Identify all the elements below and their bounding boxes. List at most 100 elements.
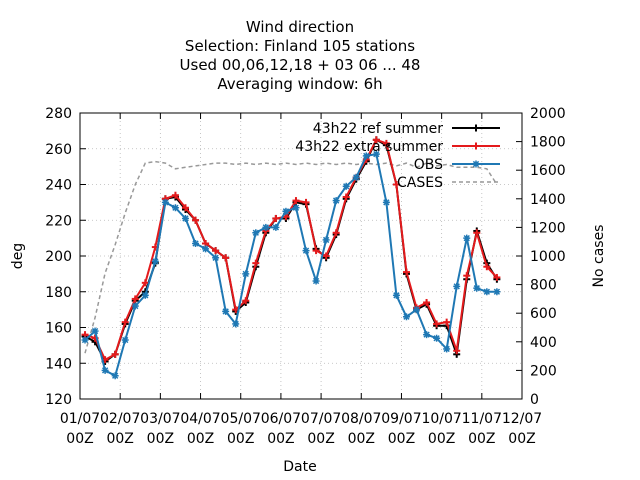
title-line-1: Wind direction (246, 18, 354, 36)
data-point (342, 182, 350, 190)
y2-tick-label: 400 (530, 335, 557, 351)
data-point (302, 247, 310, 255)
data-point (192, 239, 200, 247)
y-tick-label: 160 (45, 321, 72, 337)
data-point (262, 223, 270, 231)
title-line-2: Selection: Finland 105 stations (185, 37, 415, 55)
data-point (382, 198, 390, 206)
data-point (131, 302, 139, 310)
y-tick-label: 180 (45, 285, 72, 301)
x-tick-label-hour: 00Z (227, 431, 254, 447)
series-1 (81, 136, 501, 364)
data-point (472, 160, 480, 168)
data-point (292, 204, 300, 212)
data-point (332, 197, 340, 205)
series-group (81, 136, 501, 380)
y2-tick-label: 1000 (530, 249, 566, 265)
x-tick-label-date: 01/07 (60, 411, 100, 427)
legend-label: 43h22 extra summer (295, 139, 443, 155)
y2-tick-label: 0 (530, 392, 539, 408)
x-tick-label-hour: 00Z (468, 431, 495, 447)
data-point (161, 198, 169, 206)
data-point (372, 150, 380, 158)
data-point (151, 257, 159, 265)
series-2 (81, 150, 501, 380)
x-tick-label-date: 11/07 (462, 411, 502, 427)
title-line-4: Averaging window: 6h (217, 75, 382, 93)
y2-tick-label: 1600 (530, 163, 566, 179)
x-tick-label-date: 03/07 (140, 411, 180, 427)
x-tick-label-date: 10/07 (421, 411, 461, 427)
y-axis-label: deg (10, 243, 26, 269)
x-tick-label-date: 02/07 (100, 411, 140, 427)
data-point (322, 236, 330, 244)
data-point (181, 214, 189, 222)
x-tick-label-hour: 00Z (267, 431, 294, 447)
ticks: 120 140 160 180 200 220 240 260 280 0 200 400 600 800… (45, 106, 565, 447)
data-point (443, 345, 451, 353)
x-tick-label-hour: 00Z (187, 431, 214, 447)
series-line (84, 138, 498, 363)
data-point (433, 334, 441, 342)
data-point (222, 307, 230, 315)
data-point (141, 291, 149, 299)
data-point (171, 204, 179, 212)
data-point (91, 327, 99, 335)
x-tick-label-hour: 00Z (428, 431, 455, 447)
y-tick-label: 260 (45, 142, 72, 158)
x-tick-label-date: 06/07 (261, 411, 301, 427)
legend-label: OBS (414, 157, 443, 173)
title-line-3: Used 00,06,12,18 + 03 06 ... 48 (180, 56, 421, 74)
data-point (493, 288, 501, 296)
y2-tick-label: 1800 (530, 135, 566, 151)
data-point (212, 254, 220, 262)
y-tick-label: 280 (45, 106, 72, 122)
data-point (402, 313, 410, 321)
x-tick-label-hour: 00Z (508, 431, 535, 447)
y-tick-label: 120 (45, 392, 72, 408)
y2-tick-label: 800 (530, 278, 557, 294)
data-point (282, 207, 290, 215)
grid (80, 113, 522, 399)
x-tick-label-date: 04/07 (180, 411, 220, 427)
data-point (121, 336, 129, 344)
data-point (312, 277, 320, 285)
x-tick-label-date: 08/07 (341, 411, 381, 427)
data-point (423, 331, 431, 339)
data-point (392, 291, 400, 299)
y-tick-label: 220 (45, 213, 72, 229)
x-tick-label-hour: 00Z (307, 431, 334, 447)
data-point (232, 320, 240, 328)
data-point (101, 366, 109, 374)
data-point (111, 372, 119, 380)
y2-axis-label: No cases (591, 225, 607, 288)
y-tick-label: 200 (45, 249, 72, 265)
data-point (483, 288, 491, 296)
x-tick-label-date: 09/07 (381, 411, 421, 427)
data-point (81, 336, 89, 344)
y2-tick-label: 200 (530, 363, 557, 379)
data-point (473, 284, 481, 292)
legend: 43h22 ref summer 43h22 extra summer OBS CAS… (295, 121, 500, 191)
x-axis-label: Date (283, 459, 316, 475)
y-tick-label: 240 (45, 178, 72, 194)
data-point (252, 229, 260, 237)
data-point (362, 152, 370, 160)
x-tick-label-hour: 00Z (348, 431, 375, 447)
y2-tick-label: 1400 (530, 192, 566, 208)
x-tick-label-date: 07/07 (301, 411, 341, 427)
data-point (453, 282, 461, 290)
x-tick-label-date: 05/07 (221, 411, 261, 427)
x-tick-label-hour: 00Z (388, 431, 415, 447)
y-tick-label: 140 (45, 356, 72, 372)
y2-tick-label: 600 (530, 306, 557, 322)
data-point (352, 173, 360, 181)
chart-title: Wind direction Selection: Finland 105 st… (180, 18, 421, 93)
data-point (202, 245, 210, 253)
legend-label: CASES (397, 175, 443, 191)
x-tick-label-date: 12/07 (502, 411, 542, 427)
data-point (463, 234, 471, 242)
x-tick-label-hour: 00Z (147, 431, 174, 447)
data-point (272, 223, 280, 231)
